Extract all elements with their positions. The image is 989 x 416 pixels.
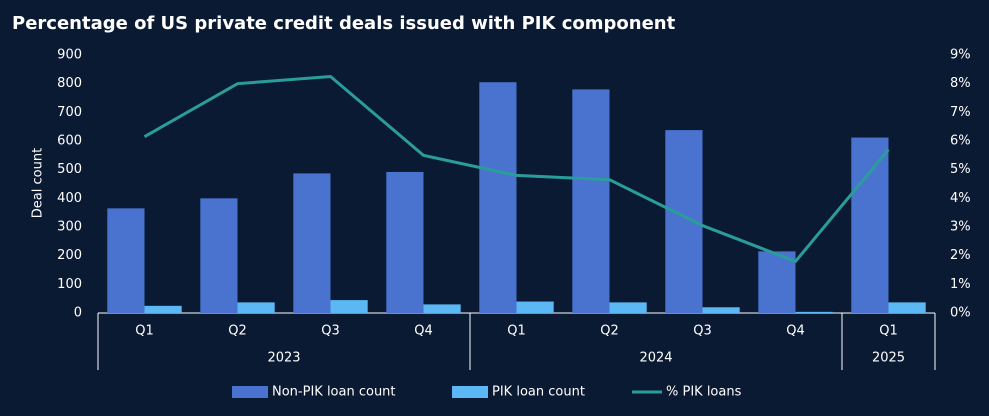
y2-tick-label: 6% (950, 134, 971, 149)
x-tick-label: Q4 (414, 324, 433, 339)
y-tick-label: 700 (57, 105, 82, 120)
y2-tick-label: 1% (950, 277, 971, 292)
y2-tick-label: 4% (950, 191, 971, 206)
bar (609, 302, 647, 313)
bar (516, 301, 554, 313)
group-label: 2024 (639, 351, 672, 366)
y-tick-label: 500 (57, 162, 82, 177)
x-tick-label: Q1 (135, 324, 154, 339)
group-label: 2025 (872, 351, 905, 366)
y2-tick-label: 8% (950, 76, 971, 91)
x-tick-label: Q3 (693, 324, 712, 339)
bar (293, 173, 331, 313)
bar (386, 171, 424, 313)
y-tick-label: 900 (57, 48, 82, 63)
bar (144, 305, 182, 313)
bar (702, 307, 740, 313)
bar (888, 302, 926, 313)
bar (107, 208, 145, 313)
legend-swatch (452, 386, 488, 398)
y2-tick-label: 2% (950, 248, 971, 263)
bar (200, 198, 238, 313)
chart-title: Percentage of US private credit deals is… (12, 13, 676, 34)
y-tick-label: 200 (57, 248, 82, 263)
y-tick-label: 300 (57, 220, 82, 235)
y-tick-label: 800 (57, 76, 82, 91)
bar (237, 302, 275, 313)
legend-label: % PIK loans (666, 385, 742, 400)
y2-tick-label: 3% (950, 220, 971, 235)
y2-tick-label: 0% (950, 306, 971, 321)
x-tick-label: Q3 (321, 324, 340, 339)
x-tick-label: Q1 (507, 324, 526, 339)
bar (330, 300, 368, 313)
y-tick-label: 400 (57, 191, 82, 206)
legend-swatch (232, 386, 268, 398)
bar (758, 251, 796, 313)
y-tick-label: 100 (57, 277, 82, 292)
y2-tick-label: 5% (950, 162, 971, 177)
y2-tick-label: 7% (950, 105, 971, 120)
x-tick-label: Q2 (600, 324, 619, 339)
y-tick-label: 0 (74, 306, 82, 321)
bar (423, 304, 461, 313)
bar (851, 137, 889, 313)
line (143, 74, 890, 264)
x-tick-label: Q1 (879, 324, 898, 339)
x-tick-label: Q2 (228, 324, 247, 339)
group-label: 2023 (267, 351, 300, 366)
legend-label: PIK loan count (492, 385, 585, 400)
y2-tick-label: 9% (950, 48, 971, 63)
legend-label: Non-PIK loan count (272, 385, 396, 400)
y-axis-title: Deal count (31, 148, 46, 218)
y-tick-label: 600 (57, 134, 82, 149)
x-tick-label: Q4 (786, 324, 805, 339)
bar (795, 311, 833, 313)
bar (572, 89, 610, 314)
bar (479, 82, 517, 313)
